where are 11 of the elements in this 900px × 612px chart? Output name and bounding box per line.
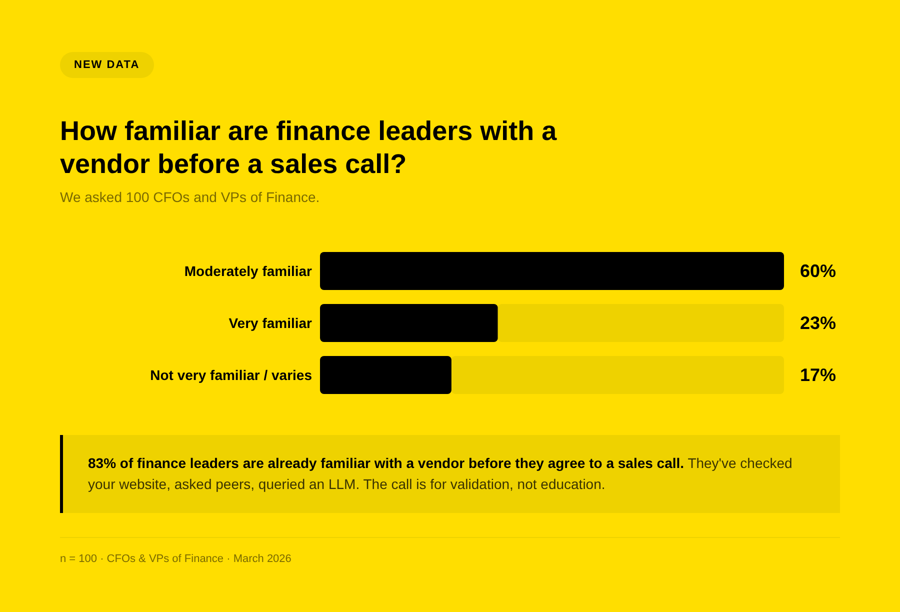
text: We asked 100 CFOs and VPs of Finance. xyxy=(60,189,320,205)
text: NEW DATA xyxy=(60,52,154,78)
data-label: 60% xyxy=(800,261,836,281)
data-label: 17% xyxy=(800,365,836,385)
y-tick-label: Not very familiar / varies xyxy=(150,366,312,383)
text: n = 100 · CFOs & VPs of Finance · March 2026 xyxy=(60,553,292,565)
y-tick-label: Moderately familiar xyxy=(184,262,313,279)
chart-title: How familiar are finance leaders with a vendor before a sales call? xyxy=(60,115,558,181)
data-label: 23% xyxy=(800,313,836,333)
text: 83% of finance leaders are already familiar with a vendor before they agree to a sales call. xyxy=(88,455,684,471)
y-tick-label: Very familiar xyxy=(228,314,313,331)
